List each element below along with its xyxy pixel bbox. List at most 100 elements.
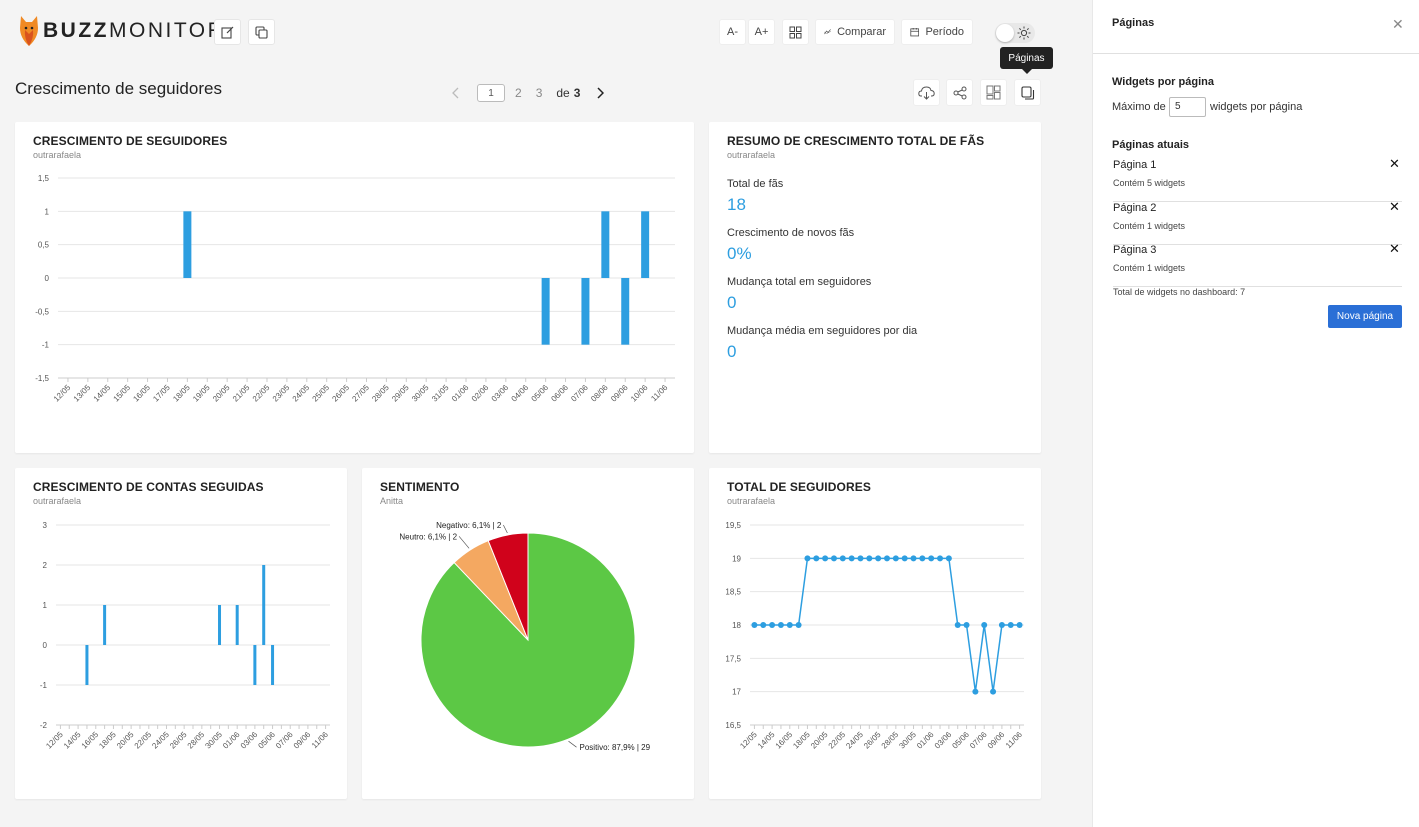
copy-icon [255,25,268,39]
widget-title: RESUMO DE CRESCIMENTO TOTAL DE FÃS [727,134,985,148]
x-tick-label: 05/06 [530,383,551,404]
label-connector [503,524,508,534]
share-button[interactable] [946,79,973,106]
data-point [945,555,952,562]
bar [235,605,239,645]
of-label: de [556,86,570,100]
x-tick-label: 16/05 [80,730,101,751]
layout-button[interactable] [782,19,809,45]
page-list-item: Página 3 Contém 1 widgets ✕ [1113,241,1402,287]
current-pages-heading: Páginas atuais [1112,139,1190,151]
pages-button[interactable] [1014,79,1041,106]
toggle-knob [996,24,1014,42]
bar [621,278,630,345]
remove-page-icon[interactable]: ✕ [1389,156,1400,171]
font-decrease-button[interactable]: A- [719,19,746,45]
font-increase-button[interactable]: A+ [748,19,775,45]
buzzmonitor-logo[interactable]: BUZZMONITOR [18,14,225,48]
pie-slice [487,532,529,641]
page-name: Página 1 [1113,159,1157,171]
avg-change-value: 0 [727,342,737,361]
y-tick-label: 3 [43,521,48,530]
x-tick-label: 24/05 [291,383,312,404]
download-button[interactable] [913,79,940,106]
y-tick-label: 18,5 [725,588,741,597]
max-suffix-label: widgets por página [1210,101,1303,113]
widgets-per-page-input[interactable]: 5 [1169,97,1206,117]
following-growth-widget: CRESCIMENTO DE CONTAS SEGUIDAS outrarafa… [15,468,347,799]
x-tick-label: 11/06 [1004,730,1024,750]
x-tick-label: 05/06 [256,730,277,751]
x-tick-label: 05/06 [950,730,971,751]
new-page-button[interactable]: Nova página [1328,305,1402,328]
widget-title: SENTIMENTO [380,480,460,494]
grid-layout-icon [789,26,802,38]
page-name: Página 3 [1113,244,1157,256]
x-tick-label: 07/06 [968,730,989,751]
theme-toggle[interactable] [995,23,1035,43]
x-tick-label: 28/05 [880,730,901,751]
widgets-layout-button[interactable] [980,79,1007,106]
x-tick-label: 15/05 [112,383,133,404]
pages-tooltip: Páginas [1000,47,1053,74]
data-point [848,555,855,562]
bar [183,211,192,278]
x-tick-label: 30/05 [410,383,431,404]
data-point [830,555,837,562]
sun-icon [1017,26,1031,40]
chevron-right-icon[interactable] [596,87,605,99]
data-point [813,555,820,562]
x-tick-label: 28/05 [370,383,391,404]
current-page-input[interactable]: 1 [477,84,505,102]
remove-page-icon[interactable]: ✕ [1389,241,1400,256]
x-tick-label: 09/06 [986,730,1007,751]
y-tick-label: -0,5 [35,307,49,316]
data-point [981,622,988,628]
data-point [1007,622,1014,628]
x-tick-label: 02/06 [470,383,491,404]
y-tick-label: 0 [45,274,50,283]
x-tick-label: 19/05 [191,383,212,404]
duplicate-button[interactable] [248,19,275,45]
widget-subtitle: outrarafaela [33,150,82,160]
x-tick-label: 07/06 [274,730,295,751]
following-growth-chart: 3 2 1 0 -1 -212/0514/0516/0518/0520/0522/0524… [40,521,331,751]
data-point [937,555,944,562]
x-tick-label: 13/05 [72,383,93,404]
top-bar: BUZZMONITOR A- A+ Comparar Período [0,0,1091,64]
y-tick-label: 17,5 [725,654,741,663]
remove-page-icon[interactable]: ✕ [1389,199,1400,214]
y-tick-label: -1 [40,681,48,690]
x-tick-label: 28/05 [186,730,207,751]
data-point [1016,622,1023,628]
page-link-3[interactable]: 3 [535,86,543,100]
total-change-label: Mudança total em seguidores [727,276,872,288]
y-tick-label: 18 [732,621,741,630]
bar [262,565,266,645]
widget-subtitle: Anitta [380,496,404,506]
x-tick-label: 14/05 [62,730,83,751]
chevron-left-icon[interactable] [452,87,460,99]
period-button[interactable]: Período [901,19,973,45]
dashboard-icon [986,85,1001,100]
page-name: Página 2 [1113,202,1157,214]
bar [85,645,89,685]
share-icon [953,86,966,99]
slice-label: Neutro: 6,1% | 2 [399,532,457,541]
y-tick-label: 2 [43,561,48,570]
pages-panel: Páginas ✕ Widgets por página Máximo de 5… [1092,0,1419,827]
fox-logo-icon [18,14,40,48]
label-connector [568,740,577,748]
widget-subtitle: outrarafaela [727,496,776,506]
total-widgets-label: Total de widgets no dashboard: 7 [1113,287,1246,297]
x-tick-label: 26/05 [330,383,351,404]
total-followers-chart: 19,5 19 18,5 18 17,5 17 16,512/0514/0516/0518/… [725,521,1024,751]
slice-label: Negativo: 6,1% | 2 [436,521,502,530]
close-icon[interactable]: ✕ [1392,16,1404,32]
edit-button[interactable] [214,19,241,45]
data-point [795,622,802,628]
max-prefix-label: Máximo de [1112,101,1166,113]
y-tick-label: 17 [732,688,741,697]
compare-button[interactable]: Comparar [815,19,895,45]
page-link-2[interactable]: 2 [515,86,522,100]
